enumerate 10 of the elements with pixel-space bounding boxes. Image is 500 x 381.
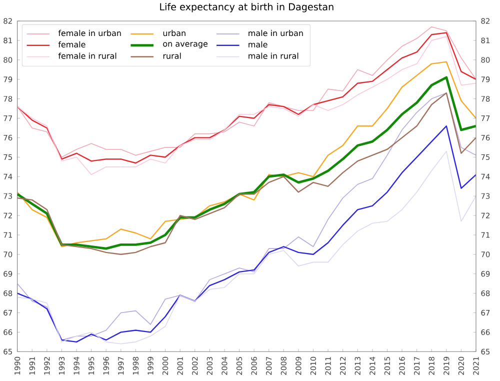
legend-label: male xyxy=(248,41,268,48)
legend-label: male in rural xyxy=(248,52,298,59)
legend-label: urban xyxy=(163,30,186,36)
legend-label: female xyxy=(58,41,86,48)
legend-label: rural xyxy=(163,52,181,59)
legend-label: on average xyxy=(163,42,208,48)
chart-title: Life expectancy at birth in Dagestan xyxy=(160,2,334,12)
legend-label: male in urban xyxy=(248,30,303,36)
legend-label: female in rural xyxy=(58,52,116,59)
legend-label: female in urban xyxy=(58,30,121,36)
